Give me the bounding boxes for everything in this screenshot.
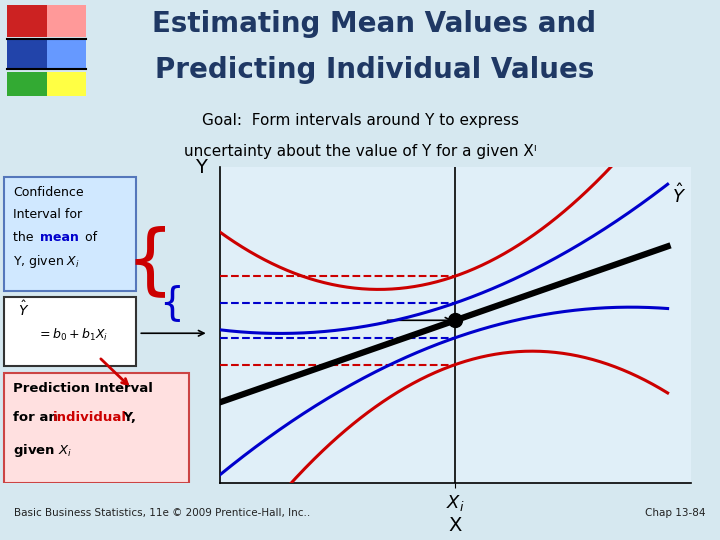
Text: uncertainty about the value of Y for a given Xᴵ: uncertainty about the value of Y for a g… <box>184 144 536 159</box>
Text: individual: individual <box>53 410 127 424</box>
FancyBboxPatch shape <box>47 39 86 70</box>
Text: of: of <box>81 231 97 244</box>
Text: $\hat{Y}$: $\hat{Y}$ <box>672 183 686 207</box>
FancyBboxPatch shape <box>4 297 136 367</box>
Text: Goal:  Form intervals around Y to express: Goal: Form intervals around Y to express <box>202 113 518 129</box>
Text: Prediction Interval: Prediction Interval <box>13 382 153 395</box>
FancyBboxPatch shape <box>47 72 86 96</box>
Text: Y,: Y, <box>119 410 135 424</box>
Text: Predicting Individual Values: Predicting Individual Values <box>155 56 594 84</box>
Text: for an: for an <box>13 410 63 424</box>
Text: Confidence: Confidence <box>13 186 84 199</box>
FancyBboxPatch shape <box>4 373 189 483</box>
Text: given $X_i$: given $X_i$ <box>13 442 73 459</box>
FancyBboxPatch shape <box>7 39 47 70</box>
Text: mean: mean <box>40 231 78 244</box>
Text: the: the <box>13 231 37 244</box>
Text: {: { <box>125 225 174 299</box>
Text: Basic Business Statistics, 11e © 2009 Prentice-Hall, Inc..: Basic Business Statistics, 11e © 2009 Pr… <box>14 508 310 518</box>
Text: Chap 13-84: Chap 13-84 <box>645 508 706 518</box>
Text: {: { <box>159 284 184 322</box>
X-axis label: X: X <box>449 516 462 535</box>
FancyBboxPatch shape <box>47 5 86 37</box>
Text: Y, given $X_i$: Y, given $X_i$ <box>13 253 80 269</box>
FancyBboxPatch shape <box>7 72 47 96</box>
Text: $\hat{Y}$: $\hat{Y}$ <box>17 300 29 319</box>
Y-axis label: Y: Y <box>195 158 207 177</box>
Text: Estimating Mean Values and: Estimating Mean Values and <box>153 10 596 38</box>
Text: Interval for: Interval for <box>13 208 82 221</box>
FancyBboxPatch shape <box>4 177 136 291</box>
FancyBboxPatch shape <box>7 5 47 37</box>
Text: $= b_0+b_1 X_i$: $= b_0+b_1 X_i$ <box>37 327 109 343</box>
